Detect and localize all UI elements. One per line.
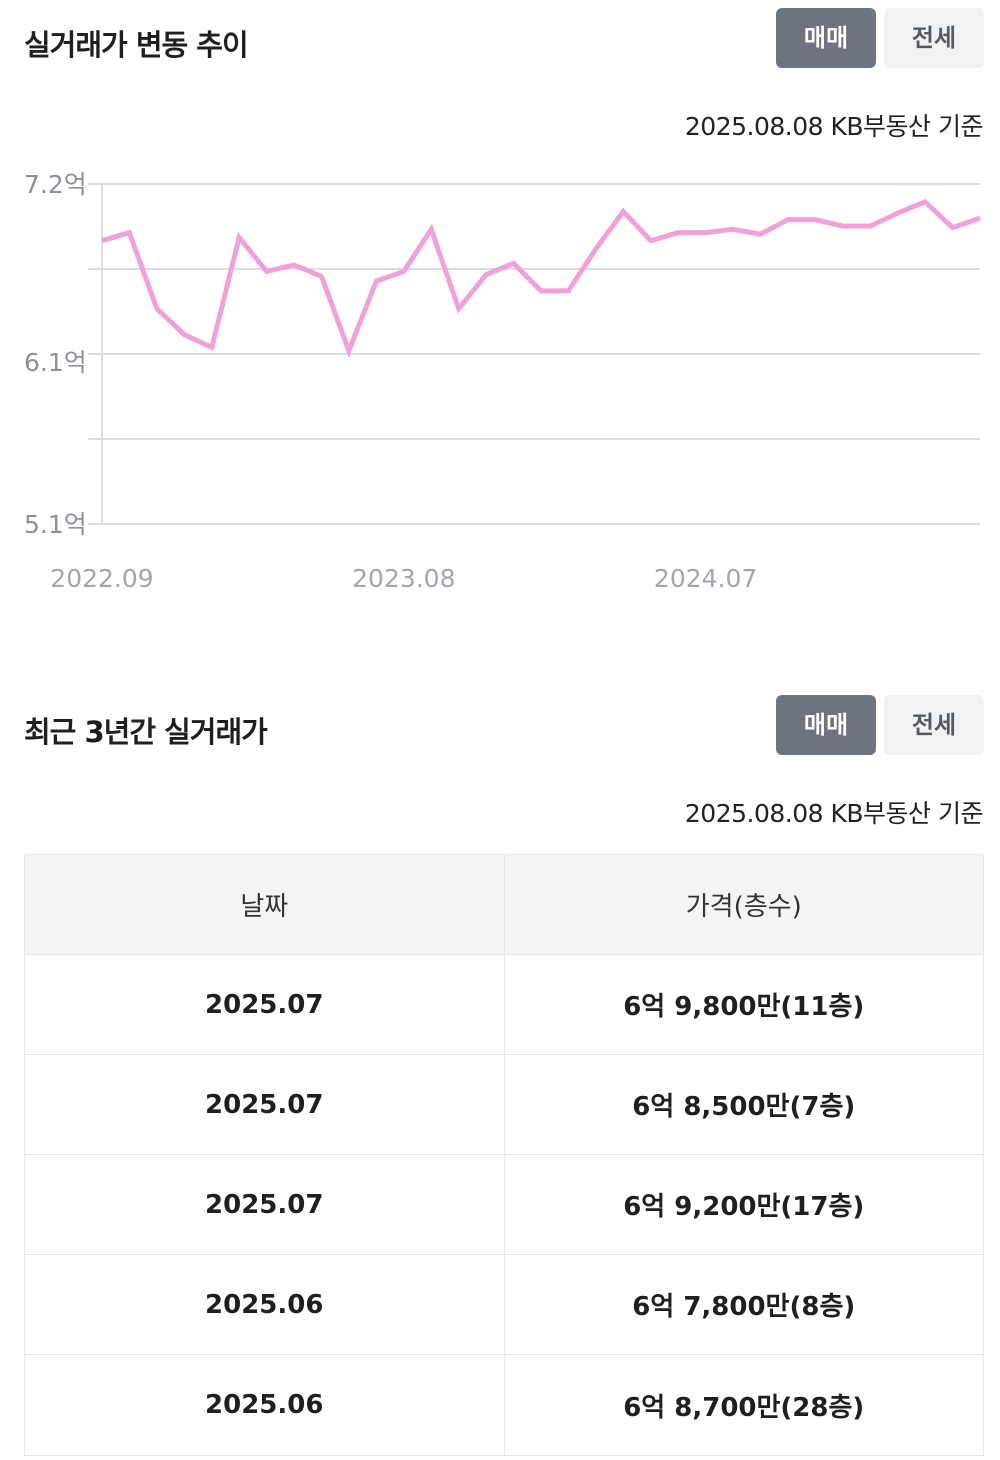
trade-date: 2025.07 xyxy=(205,989,324,1020)
recent-jeonse-toggle[interactable]: 전세 xyxy=(884,695,984,755)
price-series-line xyxy=(101,198,981,358)
price-column-header: 가격(층수) xyxy=(503,855,983,954)
trade-price: 6억 9,800만(11층) xyxy=(503,955,984,1054)
trade-date: 2025.07 xyxy=(205,1189,324,1220)
trade-date: 2025.06 xyxy=(205,1390,324,1420)
recent-trades-table: 날짜 가격(층수) 2025.07 6억 9,800만(11층) 2025.07… xyxy=(24,854,984,1456)
recent-basis-date: 2025.08.08 KB부동산 기준 xyxy=(684,799,984,828)
y-tick-label: 7.2억 xyxy=(24,170,87,199)
trend-section-title: 실거래가 변동 추이 xyxy=(24,28,249,62)
table-row: 2025.07 6억 8,500만(7층) xyxy=(25,1055,983,1155)
trade-date: 2025.06 xyxy=(205,1289,324,1320)
x-tick-label: 2022.09 xyxy=(50,564,153,593)
trend-basis-date: 2025.08.08 KB부동산 기준 xyxy=(684,112,984,141)
trade-price: 6억 8,500만(7층) xyxy=(503,1055,984,1154)
recent-sale-toggle[interactable]: 매매 xyxy=(776,695,876,755)
x-tick-label: 2024.07 xyxy=(654,564,757,593)
recent-section-title: 최근 3년간 실거래가 xyxy=(24,715,268,749)
price-trend-chart: 7.2억 6.1억 5.1억 2022.09 2023.08 2024.07 xyxy=(24,170,981,593)
trade-price: 6억 8,700만(28층) xyxy=(503,1355,984,1455)
table-row: 2025.07 6억 9,200만(17층) xyxy=(25,1155,983,1255)
table-row: 2025.07 6억 9,800만(11층) xyxy=(25,955,983,1055)
trend-sale-toggle[interactable]: 매매 xyxy=(776,8,876,68)
trend-section-header: 실거래가 변동 추이 매매 전세 xyxy=(0,8,1000,68)
recent-section-header: 최근 3년간 실거래가 매매 전세 xyxy=(0,695,1000,755)
y-tick-label: 6.1억 xyxy=(24,348,87,377)
date-column-header: 날짜 xyxy=(25,855,504,954)
y-tick-label: 5.1억 xyxy=(24,510,87,539)
trade-price: 6억 7,800만(8층) xyxy=(503,1255,984,1354)
trade-date: 2025.07 xyxy=(205,1089,324,1120)
table-row: 2025.06 6억 7,800만(8층) xyxy=(25,1255,983,1355)
trend-jeonse-toggle[interactable]: 전세 xyxy=(884,8,984,68)
table-row: 2025.06 6억 8,700만(28층) xyxy=(25,1355,983,1455)
x-tick-label: 2023.08 xyxy=(352,564,455,593)
trade-price: 6억 9,200만(17층) xyxy=(503,1155,984,1254)
table-header-row: 날짜 가격(층수) xyxy=(25,855,983,955)
